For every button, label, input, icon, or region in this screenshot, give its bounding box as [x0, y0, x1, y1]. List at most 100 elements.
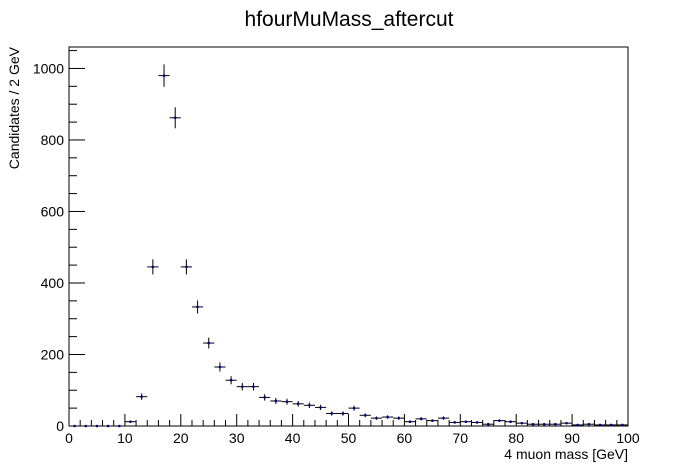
- data-point: [91, 424, 103, 428]
- point-marker: [95, 424, 99, 428]
- y-axis-label: Candidates / 2 GeV: [6, 46, 22, 169]
- data-point: [236, 382, 248, 391]
- x-tick-label: 20: [173, 430, 189, 446]
- point-marker: [252, 385, 255, 388]
- y-tick-label: 200: [41, 346, 65, 362]
- data-point: [326, 411, 338, 416]
- plot-frame: [68, 46, 629, 427]
- point-marker: [118, 424, 121, 428]
- data-point: [482, 422, 494, 426]
- data-point: [382, 415, 394, 419]
- x-tick-label: 50: [341, 430, 357, 446]
- data-point: [303, 402, 315, 408]
- x-tick-label: 60: [397, 430, 413, 446]
- x-tick-label: 70: [453, 430, 469, 446]
- point-marker: [73, 424, 76, 428]
- point-marker: [431, 419, 434, 422]
- x-tick-label: 100: [616, 430, 640, 446]
- data-point: [247, 382, 260, 391]
- point-marker: [565, 421, 568, 425]
- data-point: [359, 413, 371, 418]
- point-marker: [140, 395, 143, 398]
- data-point: [560, 421, 573, 425]
- y-tick-label: 600: [41, 203, 65, 219]
- data-point: [158, 64, 170, 87]
- point-marker: [621, 423, 624, 427]
- data-points: [69, 64, 628, 428]
- data-point: [493, 419, 506, 423]
- data-point: [314, 404, 327, 410]
- x-tick-label: 80: [508, 430, 524, 446]
- point-marker: [319, 406, 322, 409]
- point-marker: [408, 420, 412, 424]
- data-point: [471, 421, 483, 424]
- point-marker: [554, 422, 557, 426]
- data-point: [393, 416, 405, 420]
- point-marker: [363, 413, 367, 417]
- data-point: [549, 422, 561, 426]
- data-point: [460, 420, 472, 424]
- point-marker: [330, 412, 334, 415]
- point-marker: [520, 421, 524, 425]
- point-marker: [442, 416, 445, 420]
- data-point: [505, 420, 517, 424]
- data-point: [80, 424, 92, 428]
- point-marker: [207, 341, 211, 345]
- chart-title: hfourMuMass_aftercut: [245, 8, 454, 31]
- data-point: [572, 423, 584, 427]
- point-marker: [419, 417, 423, 421]
- point-marker: [129, 420, 132, 424]
- x-axis-label: 4 muon mass [GeV]: [504, 446, 628, 462]
- point-marker: [598, 423, 602, 427]
- point-marker: [151, 265, 155, 269]
- y-tick-label: 800: [41, 132, 65, 148]
- data-point: [259, 394, 271, 401]
- data-point: [169, 107, 181, 129]
- data-point: [583, 422, 595, 426]
- data-point: [415, 417, 427, 421]
- point-marker: [486, 422, 490, 426]
- data-point: [292, 401, 304, 407]
- data-point: [270, 397, 282, 404]
- x-tick-label: 10: [117, 430, 133, 446]
- point-marker: [542, 422, 546, 426]
- data-point: [191, 300, 204, 314]
- data-point: [113, 424, 125, 428]
- point-marker: [84, 424, 88, 428]
- y-tick-labels: 0 200 400 600 800 1000: [33, 60, 64, 434]
- point-marker: [229, 378, 233, 382]
- axis-ticks: [68, 50, 629, 427]
- point-marker: [386, 415, 389, 419]
- data-point: [426, 419, 438, 423]
- data-point: [605, 423, 617, 427]
- point-marker: [509, 420, 512, 424]
- point-marker: [397, 416, 401, 420]
- point-marker: [531, 422, 535, 426]
- data-point: [370, 416, 383, 420]
- point-marker: [576, 423, 579, 427]
- data-point: [124, 420, 137, 424]
- x-tick-labels: 0 10 20 30 40 50 60 70 80 90 100: [65, 430, 640, 446]
- data-point: [437, 416, 450, 420]
- point-marker: [464, 420, 468, 424]
- data-point: [214, 362, 226, 372]
- data-point: [527, 422, 539, 426]
- point-marker: [341, 412, 345, 415]
- data-point: [449, 421, 461, 424]
- point-marker: [296, 402, 300, 406]
- data-point: [348, 405, 360, 411]
- data-point: [281, 398, 293, 405]
- data-point: [616, 423, 628, 427]
- point-marker: [106, 424, 110, 428]
- point-marker: [308, 403, 311, 407]
- data-point: [594, 423, 606, 427]
- y-tick-label: 1000: [33, 60, 64, 76]
- point-marker: [609, 423, 613, 427]
- x-tick-label: 0: [65, 430, 73, 446]
- data-point: [203, 337, 215, 349]
- x-tick-label: 30: [229, 430, 245, 446]
- y-tick-label: 0: [56, 418, 64, 434]
- point-marker: [173, 116, 177, 120]
- data-point: [516, 421, 528, 425]
